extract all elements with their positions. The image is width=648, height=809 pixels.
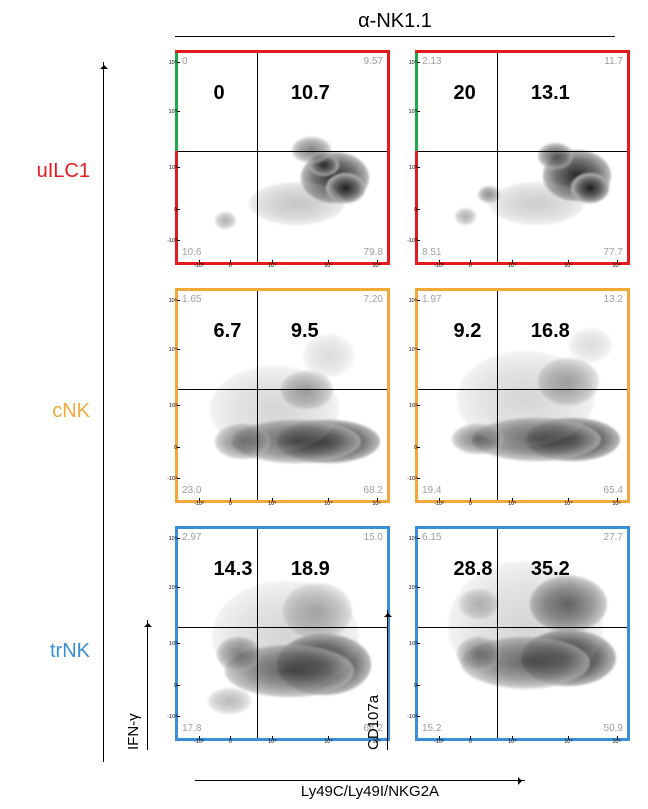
quadrant-percent: 17.8 xyxy=(182,724,201,734)
facs-plot: 1.657.2023.068.26.79.5-10³010³10⁴10⁵-10³… xyxy=(175,288,390,503)
quadrant-percent: 11.7 xyxy=(604,57,623,67)
y-axis-arrow-right xyxy=(387,610,388,750)
quadrant-big-left: 28.8 xyxy=(454,558,493,581)
quadrant-percent: 2.13 xyxy=(422,57,441,67)
quadrant-big-right: 10.7 xyxy=(291,82,330,105)
y-axis-label-right: CD107a xyxy=(365,610,382,750)
quadrant-percent: 77.7 xyxy=(604,248,623,258)
quadrant-big-right: 35.2 xyxy=(531,558,570,581)
quadrant-percent: 2.97 xyxy=(182,533,201,543)
quadrant-percent: 65.4 xyxy=(604,486,623,496)
quadrant-big-right: 13.1 xyxy=(531,82,570,105)
quadrant-percent: 27.7 xyxy=(604,533,623,543)
quadrant-big-left: 9.2 xyxy=(454,320,482,343)
global-y-axis-arrow xyxy=(103,62,104,762)
quadrant-big-left: 20 xyxy=(454,82,476,105)
quadrant-percent: 6.15 xyxy=(422,533,441,543)
quadrant-percent: 19.4 xyxy=(422,486,441,496)
quadrant-big-right: 9.5 xyxy=(291,320,319,343)
quadrant-big-left: 14.3 xyxy=(214,558,253,581)
quadrant-percent: 7.20 xyxy=(364,295,383,305)
column-header-bar: α-NK1.1 xyxy=(175,10,615,37)
quadrant-percent: 79.8 xyxy=(364,248,383,258)
quadrant-big-right: 16.8 xyxy=(531,320,570,343)
quadrant-percent: 8.51 xyxy=(422,248,441,258)
row-label: uILC1 xyxy=(5,160,90,183)
quadrant-percent: 1.97 xyxy=(422,295,441,305)
quadrant-percent: 15.2 xyxy=(422,724,441,734)
facs-plot: 1.9713.219.465.49.216.8-10³010³10⁴10⁵-10… xyxy=(415,288,630,503)
quadrant-big-left: 0 xyxy=(214,82,225,105)
facs-plot: 6.1527.715.250.928.835.2-10³010³10⁴10⁵-1… xyxy=(415,526,630,741)
quadrant-percent: 13.2 xyxy=(604,295,623,305)
x-axis-label: Ly49C/Ly49I/NKG2A xyxy=(190,783,550,800)
quadrant-percent: 15.0 xyxy=(364,533,383,543)
x-axis-arrow xyxy=(195,780,525,781)
quadrant-percent: 0 xyxy=(182,57,188,67)
header-underline xyxy=(175,36,615,37)
column-header-label: α-NK1.1 xyxy=(358,10,432,32)
quadrant-big-left: 6.7 xyxy=(214,320,242,343)
facs-plot: 09.5710.679.8010.7-10³010³10⁴10⁵-10³010³… xyxy=(175,50,390,265)
quadrant-big-right: 18.9 xyxy=(291,558,330,581)
row-label: cNK xyxy=(5,400,90,423)
quadrant-percent: 68.2 xyxy=(364,486,383,496)
facs-plot: 2.1311.78.5177.72013.1-10³010³10⁴10⁵-10³… xyxy=(415,50,630,265)
row-label: trNK xyxy=(5,640,90,663)
quadrant-percent: 10.6 xyxy=(182,248,201,258)
y-axis-label-left: IFN-γ xyxy=(125,630,142,750)
quadrant-percent: 1.65 xyxy=(182,295,201,305)
quadrant-percent: 23.0 xyxy=(182,486,201,496)
facs-plot: 2.9715.017.864.214.318.9-10³010³10⁴10⁵-1… xyxy=(175,526,390,741)
figure-root: α-NK1.1 09.5710.679.8010.7-10³010³10⁴10⁵… xyxy=(0,10,648,809)
y-axis-arrow-left xyxy=(147,620,148,750)
quadrant-percent: 50.9 xyxy=(604,724,623,734)
quadrant-percent: 9.57 xyxy=(364,57,383,67)
